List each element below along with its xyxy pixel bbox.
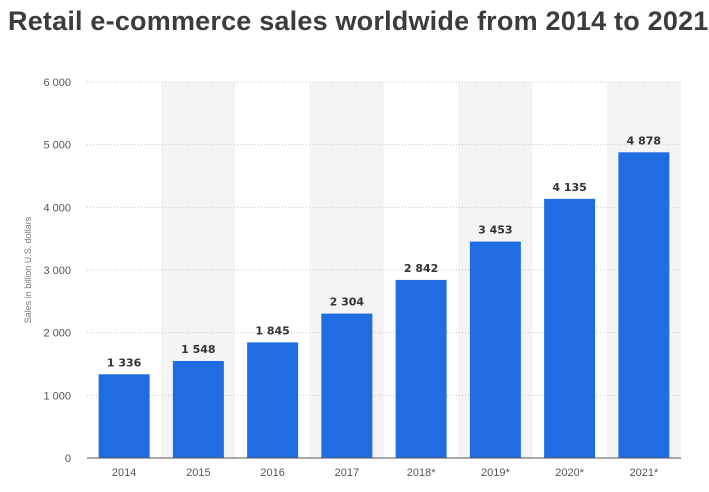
y-tick-label: 2 000 bbox=[43, 328, 71, 340]
bar bbox=[395, 279, 447, 458]
chart-title: Retail e-commerce sales worldwide from 2… bbox=[8, 6, 709, 36]
data-label: 3 453 bbox=[478, 224, 512, 237]
x-tick-label: 2014 bbox=[112, 467, 136, 479]
data-label: 1 845 bbox=[255, 324, 289, 337]
bar bbox=[544, 198, 596, 458]
y-tick-label: 4 000 bbox=[43, 202, 71, 214]
bars bbox=[98, 152, 670, 458]
x-tick-label: 2018* bbox=[407, 467, 436, 479]
y-axis-ticks: 0 1 000 2 000 3 000 4 000 5 000 6 000 bbox=[43, 77, 71, 465]
data-label: 1 548 bbox=[181, 343, 215, 356]
bar bbox=[172, 360, 224, 458]
data-label: 2 842 bbox=[404, 262, 438, 275]
x-tick-label: 2017 bbox=[335, 467, 359, 479]
data-label: 4 878 bbox=[627, 134, 661, 147]
data-label: 4 135 bbox=[552, 181, 586, 194]
y-tick-label: 0 bbox=[65, 453, 71, 465]
data-labels: 1 336 1 548 1 845 2 304 2 842 3 453 4 135 4 878 bbox=[107, 134, 661, 369]
y-tick-label: 6 000 bbox=[43, 77, 71, 89]
data-label: 2 304 bbox=[330, 296, 365, 309]
x-tick-label: 2015 bbox=[186, 467, 210, 479]
y-tick-label: 1 000 bbox=[43, 390, 71, 402]
y-tick-label: 5 000 bbox=[43, 140, 71, 152]
y-axis-label: Sales in billion U.S. dollars bbox=[23, 216, 33, 323]
x-tick-label: 2016 bbox=[260, 467, 284, 479]
bar bbox=[321, 313, 373, 458]
x-tick-label: 2021* bbox=[629, 467, 658, 479]
y-tick-label: 3 000 bbox=[43, 265, 71, 277]
bar bbox=[469, 241, 521, 458]
bar bbox=[247, 342, 299, 458]
x-tick-label: 2019* bbox=[481, 467, 510, 479]
data-label: 1 336 bbox=[107, 356, 142, 369]
x-tick-label: 2020* bbox=[555, 467, 584, 479]
bar bbox=[618, 152, 670, 458]
x-axis-ticks: 2014 2015 2016 2017 2018* 2019* 2020* 2021* bbox=[112, 467, 659, 479]
bar bbox=[98, 374, 150, 458]
